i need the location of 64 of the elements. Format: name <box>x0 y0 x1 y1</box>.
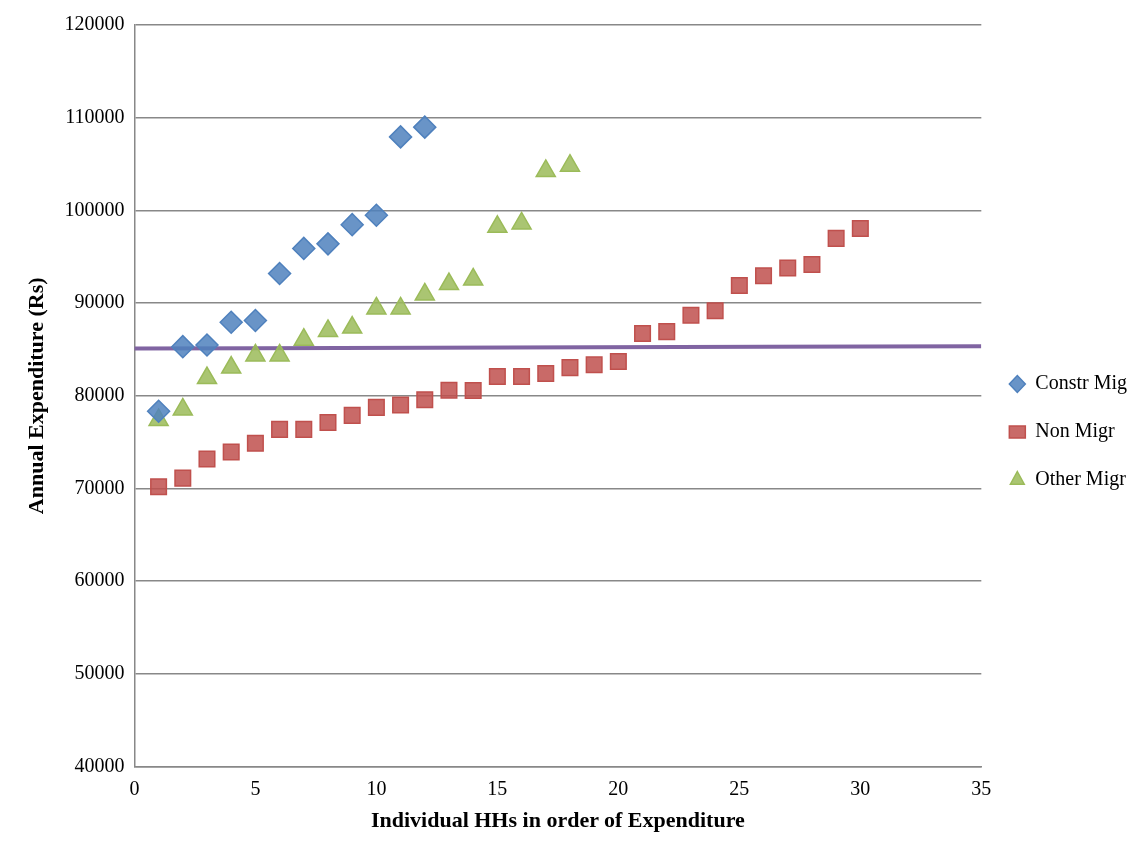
point <box>682 306 700 324</box>
point <box>413 115 437 139</box>
point <box>851 220 869 238</box>
x-tick-label: 25 <box>729 776 750 799</box>
point <box>779 259 797 277</box>
y-tick-label: 80000 <box>74 383 125 406</box>
point <box>585 356 603 374</box>
point <box>340 212 364 237</box>
y-tick-label: 110000 <box>65 104 125 127</box>
point <box>464 381 482 399</box>
point <box>803 256 821 274</box>
point <box>658 323 676 341</box>
x-tick-label: 20 <box>608 776 629 799</box>
point <box>198 450 216 468</box>
legend-label: Constr Mig <box>1035 371 1128 395</box>
point <box>634 324 652 342</box>
point <box>292 236 316 261</box>
point <box>561 359 579 377</box>
legend-label: Other Migr <box>1035 467 1127 491</box>
point <box>537 365 555 383</box>
point <box>755 267 773 285</box>
point <box>513 367 531 385</box>
point <box>267 261 292 286</box>
point <box>222 443 240 461</box>
point <box>246 434 264 452</box>
point <box>271 420 289 438</box>
legend-label: Non Migr <box>1035 419 1116 443</box>
point <box>146 399 171 423</box>
point <box>174 469 192 487</box>
point <box>367 398 385 416</box>
y-tick-label: 60000 <box>74 568 125 591</box>
y-tick-label: 40000 <box>74 753 125 776</box>
point <box>388 125 413 149</box>
point <box>171 334 195 359</box>
point <box>416 391 434 409</box>
point <box>364 203 389 228</box>
point <box>219 310 243 335</box>
point <box>609 352 627 370</box>
x-tick-label: 5 <box>250 776 261 799</box>
y-tick-label: 100000 <box>64 197 125 220</box>
x-tick-label: 35 <box>971 776 992 799</box>
point <box>343 406 361 424</box>
y-tick-label: 90000 <box>74 290 125 313</box>
y-tick-label: 70000 <box>74 475 125 498</box>
point <box>316 232 340 256</box>
x-tick-label: 15 <box>487 776 508 799</box>
x-axis-title: Individual HHs in order of Expenditure <box>370 807 746 833</box>
y-tick-label: 120000 <box>64 12 125 35</box>
point <box>150 478 168 496</box>
point <box>243 308 268 333</box>
point <box>295 420 313 438</box>
point <box>440 381 458 399</box>
point <box>319 413 337 431</box>
point <box>488 367 506 385</box>
point <box>827 229 845 247</box>
y-tick-label: 50000 <box>74 661 125 684</box>
point <box>195 333 219 357</box>
y-axis-title: Annual Expenditure (Rs) <box>22 277 48 515</box>
point <box>730 277 748 295</box>
x-tick-label: 30 <box>850 776 871 799</box>
x-tick-label: 10 <box>366 776 387 799</box>
x-tick-label: 0 <box>129 776 140 799</box>
point <box>392 396 410 414</box>
point <box>706 302 724 320</box>
